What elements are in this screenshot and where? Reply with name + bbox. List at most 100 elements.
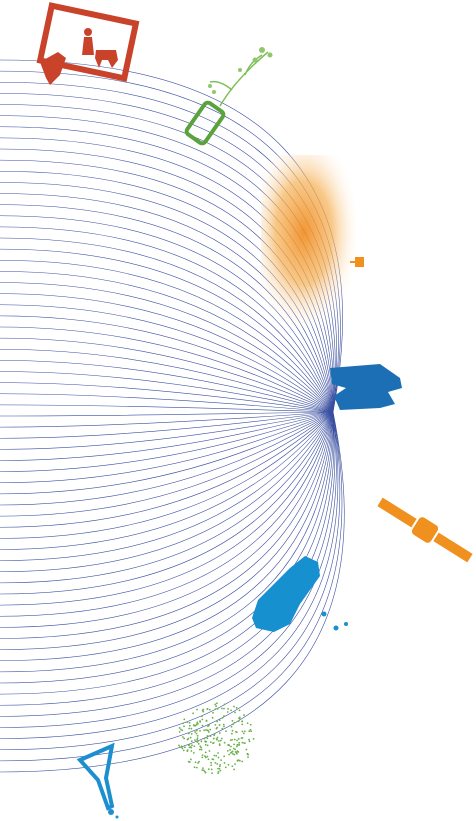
tree-dot xyxy=(224,766,227,769)
tree-dot xyxy=(182,749,185,752)
tree-dot xyxy=(195,732,198,735)
tree-dot xyxy=(250,730,253,733)
tree-dot xyxy=(200,746,203,749)
tree-dot xyxy=(190,746,193,749)
plug-icon xyxy=(350,257,364,267)
tree-dot xyxy=(226,749,229,752)
tree-dot xyxy=(238,709,241,712)
tree-dot xyxy=(213,734,216,737)
globe-line xyxy=(0,411,341,751)
tree-dot xyxy=(204,771,207,774)
tree-dot xyxy=(238,717,240,720)
tree-dot xyxy=(188,743,191,746)
tree-dot xyxy=(196,741,199,743)
tree-dot xyxy=(241,741,244,744)
tree-dot xyxy=(213,754,216,757)
globe-line xyxy=(0,315,334,413)
tree-dot xyxy=(201,718,204,721)
tree-dot xyxy=(201,756,204,759)
tree-dot xyxy=(219,769,222,772)
tree-dot xyxy=(216,707,219,710)
tree-dot xyxy=(225,730,227,733)
tree-dot xyxy=(235,706,238,709)
globe-line xyxy=(0,411,334,495)
tree-dot xyxy=(204,755,206,757)
tree-dot xyxy=(242,732,245,735)
globe-line xyxy=(0,348,334,413)
tree-dot xyxy=(218,719,221,722)
tree-dot xyxy=(181,729,184,732)
tree-dot xyxy=(196,737,199,740)
tree-dot xyxy=(183,725,185,728)
globe-line xyxy=(0,115,335,413)
tree-dot xyxy=(200,748,203,751)
tree-dot xyxy=(197,762,199,764)
tree-dot xyxy=(201,709,204,712)
tree-dot xyxy=(190,750,193,752)
tree-dot xyxy=(206,737,209,740)
tree-dot xyxy=(201,769,204,772)
tree-dot xyxy=(233,768,235,771)
tree-dot xyxy=(187,732,190,735)
tree-dot xyxy=(212,742,214,745)
tree-dot xyxy=(188,727,191,730)
globe-line xyxy=(0,411,334,484)
tree-dot xyxy=(195,766,198,769)
globe-line xyxy=(0,411,334,595)
tree-dot xyxy=(221,727,224,730)
tree-dot xyxy=(196,721,199,724)
tree-dot xyxy=(252,737,255,740)
tree-dot xyxy=(195,723,198,726)
globe-lines xyxy=(0,59,345,773)
tree-dot xyxy=(248,730,251,733)
tree-dot xyxy=(241,730,244,733)
tree-dot xyxy=(233,738,236,741)
tree-dot xyxy=(237,720,240,723)
tree-dot xyxy=(218,765,221,768)
tree-dot xyxy=(246,752,249,755)
tree-dot xyxy=(232,705,235,708)
tree-dot xyxy=(178,727,181,729)
tree-dot xyxy=(207,725,209,727)
globe-line xyxy=(0,411,334,539)
tree-dot xyxy=(215,702,218,705)
tree-dot xyxy=(241,760,244,763)
tree-dot xyxy=(234,763,236,765)
tree-dot xyxy=(227,763,230,766)
globe-line xyxy=(0,226,334,413)
tree-dot xyxy=(194,731,197,733)
globe-line xyxy=(0,411,339,739)
tree-dot xyxy=(197,742,200,745)
globe-line xyxy=(0,411,334,528)
tree-dot xyxy=(210,768,213,771)
globe-line xyxy=(0,411,334,417)
tree-dot xyxy=(201,715,203,718)
globe-line xyxy=(0,326,334,413)
globe-line xyxy=(0,271,334,413)
tree-dot xyxy=(229,748,231,751)
tree-dot xyxy=(230,709,232,712)
tree-dot xyxy=(218,743,221,745)
globe-line xyxy=(0,411,334,662)
globe-line xyxy=(0,411,337,728)
tree-dot xyxy=(208,708,211,711)
tree-dot xyxy=(188,721,191,724)
tree-dot xyxy=(183,718,186,721)
globe-line xyxy=(0,360,334,413)
tree-dot xyxy=(234,748,237,751)
tree-dot xyxy=(243,742,245,744)
tree-dot xyxy=(206,744,209,747)
tree-dot xyxy=(208,723,210,726)
tree-dot xyxy=(216,720,219,723)
tree-dot xyxy=(231,719,234,722)
globe-line xyxy=(0,148,334,413)
tree-dot xyxy=(223,741,226,744)
tree-dot xyxy=(228,753,231,756)
globe-line xyxy=(0,371,334,413)
globe-line xyxy=(0,215,334,413)
tree-dot xyxy=(235,751,238,754)
globe-line xyxy=(0,304,334,413)
tree-dot xyxy=(200,740,203,743)
tree-dot xyxy=(212,711,214,714)
